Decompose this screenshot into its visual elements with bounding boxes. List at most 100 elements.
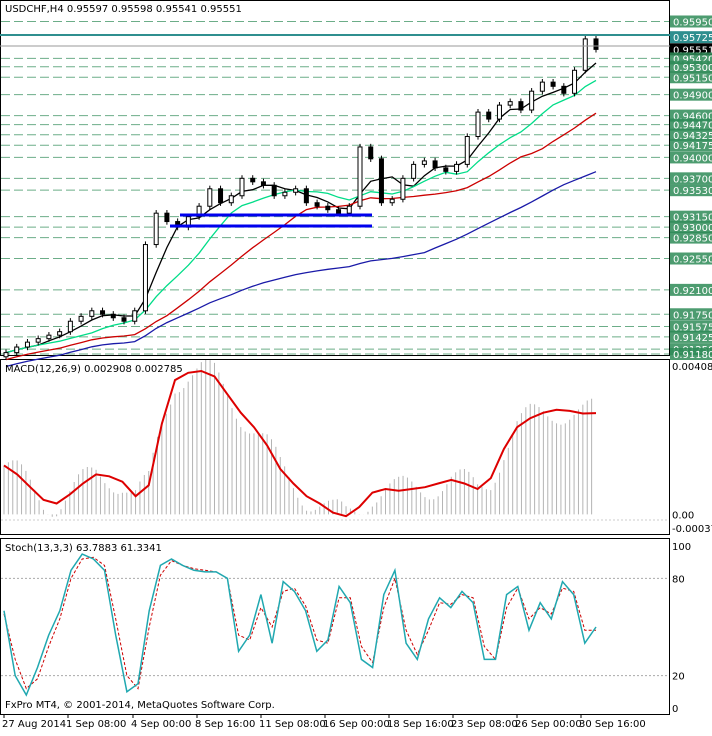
candle-body (78, 315, 84, 322)
price-tag (670, 118, 712, 131)
candle-body (24, 341, 30, 348)
candle-body (421, 160, 427, 165)
stoch-main-line (3, 553, 597, 697)
price-tick-label: 0.93700 (673, 174, 712, 185)
price-tick-label: 0.95551 (673, 45, 712, 56)
price-tick-label: 0.91750 (673, 310, 712, 321)
stoch-tick-label: 20 (672, 672, 685, 683)
time-tick-label: 23 Sep 08:00 (451, 719, 518, 730)
candle-body (464, 136, 470, 165)
macd-histogram (3, 359, 593, 517)
candle-body (368, 146, 374, 160)
price-tag (670, 320, 712, 333)
price-tag (670, 128, 712, 141)
candlesticks (3, 35, 599, 360)
price-tag-current (670, 43, 712, 56)
candle-body (142, 244, 148, 312)
time-tick-label: 16 Sep 00:00 (323, 719, 390, 730)
candle-body (518, 101, 524, 111)
price-tick-label: 0.95420 (673, 54, 712, 65)
stoch-label: Stoch(13,3,3) 63.7883 61.3341 (5, 543, 162, 554)
candle-body (314, 202, 320, 207)
price-tick-label: 0.93150 (673, 213, 712, 224)
candle-body (486, 111, 492, 120)
time-tick-label: 11 Sep 08:00 (259, 719, 326, 730)
candle-body (89, 310, 95, 317)
ma-long-line (5, 171, 597, 368)
price-tick-label: 0.95150 (673, 73, 712, 84)
price-tick-label: 0.94000 (673, 153, 712, 164)
stoch-axis: 100 80 20 0 (672, 542, 691, 715)
candle-body (293, 188, 299, 193)
price-tick-label: 0.94175 (673, 141, 712, 152)
macd-signal-line (3, 369, 597, 518)
candle-body (218, 188, 224, 204)
price-tag (670, 221, 712, 234)
price-tick-label: 0.92850 (673, 234, 712, 245)
price-tag (670, 184, 712, 197)
price-tick-label: 0.95300 (673, 63, 712, 74)
candle-body (110, 313, 116, 319)
candle-body (475, 111, 481, 138)
candle-body (550, 81, 556, 87)
time-tick-label: 30 Sep 16:00 (579, 719, 646, 730)
candle-body (529, 90, 535, 111)
candle-body (271, 184, 277, 197)
candle-body (454, 163, 460, 172)
ma-slow-line (5, 112, 597, 361)
candle-body (507, 101, 513, 106)
candle-body (46, 334, 52, 340)
candle-body (121, 317, 127, 322)
price-tick-label: 0.94600 (673, 112, 712, 123)
candle-body (196, 205, 202, 218)
price-tag (670, 15, 712, 28)
time-tick-label: 26 Sep 00:00 (515, 719, 582, 730)
price-tick-label: 0.93530 (673, 186, 712, 197)
time-tick-label: 27 Aug 2014 (2, 719, 66, 730)
price-tick-label: 0.94900 (673, 91, 712, 102)
moving-averages (5, 62, 597, 368)
candle-body (239, 177, 245, 197)
candle-body (100, 310, 106, 315)
price-tick-label: 0.95725 (673, 33, 712, 44)
candle-body (3, 352, 9, 358)
price-tag (670, 231, 712, 244)
candle-body (153, 212, 159, 246)
price-tick-label: 0.95950 (673, 17, 712, 28)
candle-body (67, 320, 73, 333)
candle-body (336, 209, 342, 214)
candle-body (346, 205, 352, 214)
price-tag (670, 210, 712, 223)
time-tick-label: 8 Sep 16:00 (195, 719, 255, 730)
stoch-levels (1, 577, 669, 677)
stoch-tick-label: 100 (672, 542, 691, 553)
time-axis: 27 Aug 2014 1 Sep 08:00 4 Sep 00:00 8 Sep 1… (2, 714, 646, 730)
price-tag-highlight (670, 31, 712, 44)
price-axis: 0.95950 0.957250.955510.954200.953000.951… (670, 15, 712, 361)
ma-fast-line (5, 62, 597, 354)
candle-body (207, 188, 213, 207)
price-tag (670, 151, 712, 164)
macd-axis: 0.004087 0.00 -0.000375 (672, 362, 712, 535)
candle-body (164, 212, 170, 223)
price-tag (670, 88, 712, 101)
candle-body (539, 81, 545, 92)
price-tag (670, 252, 712, 265)
price-tag (670, 139, 712, 152)
candle-body (303, 188, 309, 204)
price-tag (670, 109, 712, 122)
time-tick-label: 18 Sep 16:00 (387, 719, 454, 730)
time-tick-label: 1 Sep 08:00 (66, 719, 126, 730)
candle-body (378, 158, 384, 204)
candle-body (432, 160, 438, 169)
candle-body (14, 346, 20, 354)
price-tag (670, 172, 712, 185)
symbol-header: USDCHF,H4 0.95597 0.95598 0.95541 0.9555… (5, 4, 242, 15)
price-tick-label: 0.91575 (673, 322, 712, 333)
price-tick-label: 0.91425 (673, 333, 712, 344)
price-tick-label: 0.91180 (673, 350, 712, 361)
macd-panel-frame (0, 359, 670, 535)
price-tag (670, 283, 712, 296)
